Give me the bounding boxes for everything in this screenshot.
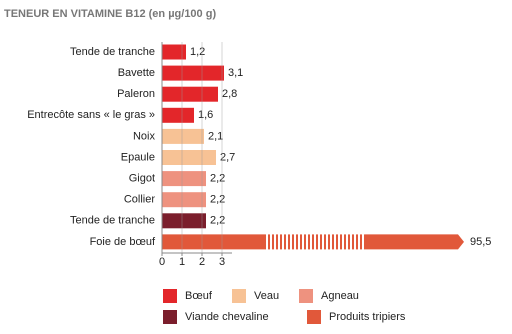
value-label: 1,6	[198, 109, 213, 121]
value-label: 2,2	[210, 194, 225, 206]
legend-swatch	[232, 289, 246, 303]
value-label: 2,7	[220, 151, 235, 163]
x-tick-label: 1	[179, 256, 185, 268]
chart-title: TENEUR EN VITAMINE B12 (en µg/100 g)	[4, 8, 216, 20]
legend-label: Agneau	[321, 290, 359, 302]
bar	[162, 171, 206, 187]
bar	[162, 86, 218, 102]
axis-break	[265, 234, 365, 250]
y-tick-label: Collier	[124, 194, 156, 206]
legend-label: Bœuf	[185, 290, 213, 302]
y-tick-label: Entrecôte sans « le gras »	[27, 109, 155, 121]
y-tick-label: Paleron	[117, 88, 155, 100]
bar	[162, 150, 216, 165]
bar	[162, 44, 186, 60]
bar	[162, 128, 204, 144]
bar	[162, 65, 224, 81]
y-tick-label: Noix	[133, 130, 156, 142]
legend-label: Viande chevaline	[185, 311, 269, 323]
legend-label: Produits tripiers	[329, 311, 406, 323]
legend-label: Veau	[254, 290, 279, 302]
x-tick-label: 2	[199, 256, 205, 268]
value-label: 2,8	[222, 88, 237, 100]
value-label: 2,2	[210, 173, 225, 185]
value-label: 95,5	[470, 236, 491, 248]
value-label: 2,2	[210, 215, 225, 227]
value-label: 1,2	[190, 46, 205, 58]
legend-swatch	[299, 289, 313, 303]
bar	[162, 213, 206, 229]
y-tick-label: Tende de tranche	[70, 46, 155, 58]
legend-swatch	[163, 310, 177, 324]
bar	[162, 234, 464, 250]
y-tick-label: Gigot	[129, 173, 155, 185]
value-label: 3,1	[228, 67, 243, 79]
legend-swatch	[307, 310, 321, 324]
x-tick-label: 3	[219, 256, 225, 268]
bar	[162, 192, 206, 208]
bar	[162, 107, 194, 123]
legend-swatch	[163, 289, 177, 303]
y-tick-label: Tende de tranche	[70, 215, 155, 227]
x-tick-label: 0	[159, 256, 165, 268]
y-tick-label: Epaule	[121, 151, 155, 163]
value-label: 2,1	[208, 130, 223, 142]
y-tick-label: Foie de bœuf	[90, 236, 156, 248]
y-tick-label: Bavette	[118, 67, 155, 79]
